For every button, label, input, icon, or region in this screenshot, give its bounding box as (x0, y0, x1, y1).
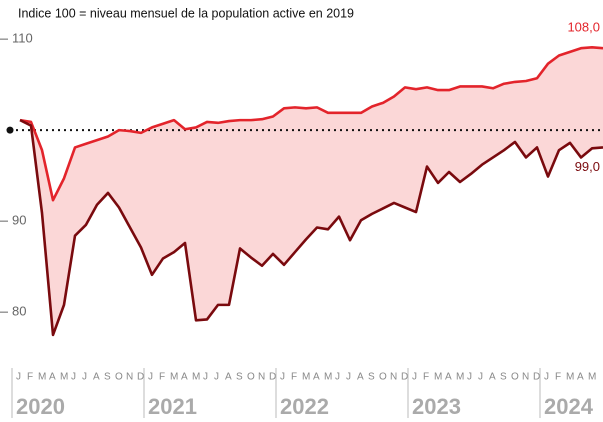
x-tick-label: J (280, 372, 286, 383)
x-tick-label: J (16, 372, 22, 383)
x-tick-label: M (434, 372, 443, 383)
x-tick-label: F (159, 372, 166, 383)
x-tick-label: S (236, 372, 244, 383)
x-tick-label: J (412, 372, 418, 383)
x-tick-label: J (148, 372, 154, 383)
x-tick-label: A (445, 372, 453, 383)
x-tick-label: M (566, 372, 575, 383)
x-tick-label: O (115, 372, 124, 383)
chart-subtitle: Indice 100 = niveau mensuel de la popula… (18, 6, 354, 20)
x-tick-label: A (313, 372, 321, 383)
x-tick-label: M (170, 372, 179, 383)
x-tick-label: O (511, 372, 520, 383)
x-tick-label: N (390, 372, 398, 383)
x-tick-label: J (82, 372, 88, 383)
x-tick-label: A (93, 372, 101, 383)
x-tick-label: F (555, 372, 562, 383)
x-tick-label: M (302, 372, 311, 383)
year-label: 2023 (412, 394, 461, 419)
x-tick-label: J (335, 372, 341, 383)
x-tick-label: D (533, 372, 541, 383)
x-tick-label: D (401, 372, 409, 383)
x-tick-label: J (203, 372, 209, 383)
x-tick-label: D (269, 372, 277, 383)
x-tick-label: S (104, 372, 112, 383)
gap-area (20, 47, 603, 335)
y-tick-label: 90 (12, 213, 26, 228)
x-tick-label: O (247, 372, 256, 383)
year-label: 2020 (16, 394, 65, 419)
y-tick-label: 80 (12, 304, 26, 319)
x-tick-label: N (522, 372, 530, 383)
series-line (19, 46, 603, 202)
year-label: 2021 (148, 394, 197, 419)
x-tick-label: M (324, 372, 333, 383)
x-tick-label: F (423, 372, 430, 383)
x-tick-label: J (467, 372, 473, 383)
x-tick-label: A (181, 372, 189, 383)
x-tick-label: A (357, 372, 365, 383)
x-tick-label: J (478, 372, 484, 383)
x-tick-label: J (346, 372, 352, 383)
x-tick-label: J (544, 372, 550, 383)
x-tick-label: A (489, 372, 497, 383)
end-label: 99,0 (575, 159, 600, 174)
x-tick-label: M (456, 372, 465, 383)
x-tick-label: A (49, 372, 57, 383)
x-tick-label: N (258, 372, 266, 383)
x-tick-label: S (500, 372, 508, 383)
x-tick-label: M (192, 372, 201, 383)
x-tick-label: M (38, 372, 47, 383)
x-tick-label: J (214, 372, 220, 383)
series-line (19, 118, 603, 337)
x-tick-label: S (368, 372, 376, 383)
year-label: 2022 (280, 394, 329, 419)
x-tick-label: D (137, 372, 145, 383)
x-tick-label: O (379, 372, 388, 383)
year-label: 2024 (544, 394, 594, 419)
x-tick-label: M (60, 372, 69, 383)
x-tick-label: J (71, 372, 77, 383)
x-tick-label: M (588, 372, 597, 383)
baseline-dot (6, 126, 14, 134)
x-tick-label: A (225, 372, 233, 383)
y-tick-label: 110 (12, 31, 33, 46)
x-tick-label: F (291, 372, 298, 383)
x-tick-label: F (27, 372, 34, 383)
x-tick-label: N (126, 372, 134, 383)
x-tick-label: A (577, 372, 585, 383)
end-label: 108,0 (567, 20, 600, 35)
